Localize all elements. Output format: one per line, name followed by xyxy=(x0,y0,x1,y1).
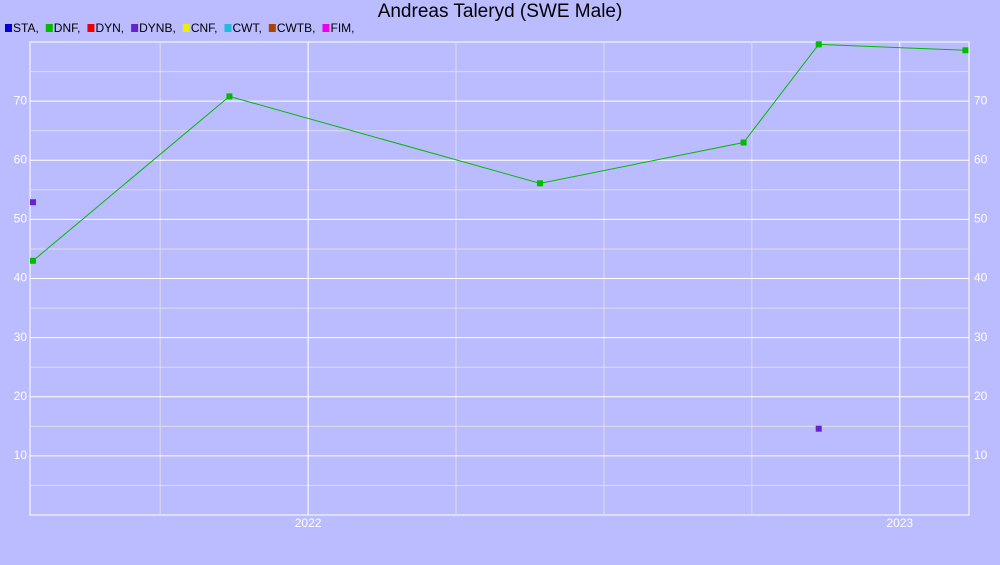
point xyxy=(226,93,233,100)
chart-title: Andreas Taleryd (SWE Male) xyxy=(378,1,623,22)
y-tick-label-right: 30 xyxy=(974,330,988,344)
legend-label: STA, xyxy=(13,21,39,35)
legend-label: DYN, xyxy=(95,21,124,35)
y-tick-label: 60 xyxy=(14,152,28,166)
legend-swatch xyxy=(322,24,330,32)
legend-swatch xyxy=(87,24,95,32)
y-tick-label-right: 10 xyxy=(974,448,988,462)
point xyxy=(962,47,969,54)
legend-label: CNF, xyxy=(191,21,218,35)
point xyxy=(29,199,36,206)
legend-label: CWTB, xyxy=(277,21,316,35)
y-tick-label: 40 xyxy=(14,271,28,285)
y-tick-label: 30 xyxy=(14,330,28,344)
point xyxy=(537,180,544,187)
point xyxy=(815,41,822,48)
x-tick-label: 2022 xyxy=(295,516,322,530)
point xyxy=(815,425,822,432)
legend-swatch xyxy=(45,24,53,32)
legend-swatch xyxy=(182,24,190,32)
point xyxy=(29,257,36,264)
y-tick-label-right: 50 xyxy=(974,212,988,226)
legend-swatch xyxy=(224,24,232,32)
legend-label: FIM, xyxy=(330,21,354,35)
y-tick-label: 50 xyxy=(14,212,28,226)
y-tick-label-right: 20 xyxy=(974,389,988,403)
legend-swatch xyxy=(5,24,12,32)
legend-swatch xyxy=(268,24,276,32)
legend-swatch xyxy=(131,24,139,32)
y-tick-label: 70 xyxy=(14,93,28,107)
legend-label: DYNB, xyxy=(139,21,176,35)
x-tick-label: 2023 xyxy=(886,516,913,530)
y-tick-label-right: 70 xyxy=(974,93,988,107)
y-tick-label-right: 60 xyxy=(974,152,988,166)
y-tick-label-right: 40 xyxy=(974,271,988,285)
y-tick-label: 20 xyxy=(14,389,28,403)
series-line xyxy=(32,43,966,262)
legend-label: DNF, xyxy=(54,21,81,35)
y-tick-label: 10 xyxy=(14,448,28,462)
point xyxy=(740,139,747,146)
legend-label: CWT, xyxy=(232,21,261,35)
